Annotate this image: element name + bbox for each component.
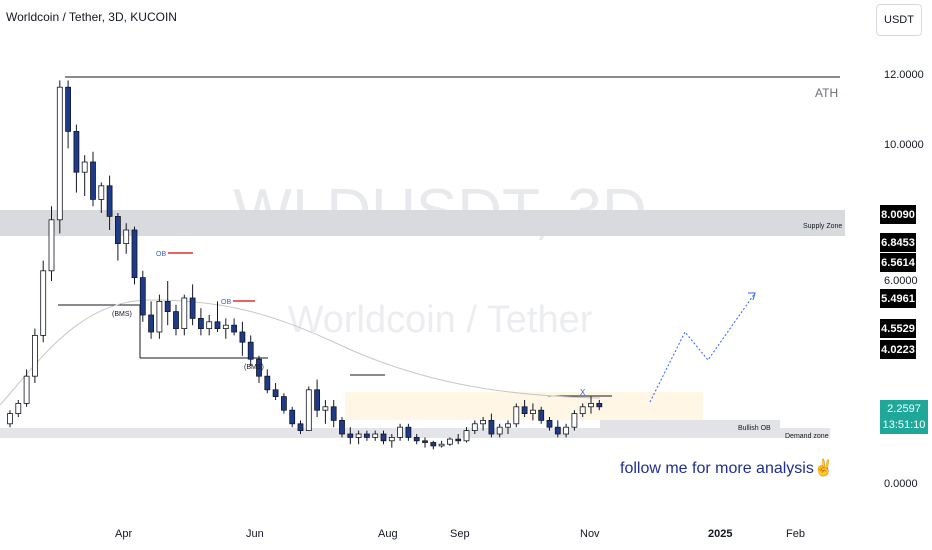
- demand-zone-label: Demand zone: [785, 433, 829, 440]
- bear-candle: [256, 358, 262, 377]
- bull-candle: [588, 402, 594, 408]
- currency-button[interactable]: USDT: [876, 4, 922, 36]
- bull-candle: [15, 402, 22, 414]
- bull-candle: [123, 229, 130, 245]
- bull-candle: [322, 406, 329, 411]
- bull-candle: [98, 185, 105, 200]
- projection-arrow-icon: [748, 292, 756, 301]
- bear-candle: [189, 297, 196, 319]
- bms-label-2: (BMS): [244, 364, 264, 371]
- bear-candle: [139, 277, 146, 316]
- bear-candle: [488, 419, 495, 435]
- bull-candle: [32, 334, 38, 377]
- bull-candle: [305, 389, 312, 431]
- bear-candle: [363, 433, 370, 438]
- bear-candle: [413, 436, 420, 442]
- follow-text: follow me for more analysis: [620, 460, 814, 477]
- projection-path: [649, 292, 756, 403]
- bear-candle: [380, 433, 387, 442]
- bear-candle: [197, 317, 204, 329]
- ob-label-2: OB: [221, 299, 231, 306]
- bear-candle: [596, 402, 603, 408]
- bull-candle: [56, 86, 63, 221]
- bear-candle: [247, 341, 254, 360]
- bms-label-1: (BMS): [112, 311, 132, 318]
- victory-hand-icon: ✌: [813, 460, 834, 477]
- bear-candle: [546, 419, 553, 428]
- bear-candle: [430, 442, 437, 447]
- bear-candle: [538, 409, 545, 421]
- bull-candle: [372, 433, 379, 438]
- follow-message: follow me for more analysis✌: [620, 458, 834, 478]
- supply-zone: [0, 210, 845, 236]
- bull-candle: [513, 406, 520, 425]
- bear-candle: [164, 300, 171, 312]
- bear-candle: [521, 406, 528, 414]
- bull-candle: [7, 413, 13, 425]
- bull-candle: [438, 443, 445, 447]
- bear-candle: [239, 331, 246, 343]
- bear-candle: [106, 185, 113, 217]
- bull-candle: [206, 321, 213, 329]
- bull-candle: [156, 300, 163, 333]
- bull-candle: [496, 426, 503, 435]
- demand-zone: [0, 428, 830, 438]
- symbol-title: Worldcoin / Tether, 3D, KUCOIN: [6, 10, 177, 24]
- bear-candle: [339, 419, 345, 435]
- highlight-zone: [345, 392, 703, 420]
- bull-candle: [355, 433, 362, 438]
- bear-candle: [73, 130, 80, 173]
- bear-candle: [455, 438, 462, 442]
- bear-candle: [314, 389, 321, 411]
- bear-candle: [422, 440, 428, 443]
- bull-candle: [181, 297, 188, 330]
- bull-candle: [81, 161, 88, 173]
- bear-candle: [148, 314, 155, 333]
- ob-label-1: OB: [156, 251, 166, 258]
- moving-average-line: [0, 299, 601, 406]
- bear-candle: [554, 426, 561, 435]
- bull-candle: [563, 426, 569, 435]
- bullish-ob-zone: [600, 420, 780, 433]
- bear-candle: [231, 324, 238, 333]
- bear-candle: [115, 215, 121, 244]
- bear-candle: [65, 86, 71, 132]
- bear-candle: [214, 321, 221, 329]
- bull-candle: [23, 375, 30, 404]
- bull-candle: [222, 324, 229, 330]
- bull-candle: [579, 406, 586, 414]
- bull-candle: [397, 426, 404, 438]
- bear-candle: [405, 426, 412, 438]
- bull-candle: [505, 423, 511, 428]
- bull-candle: [463, 430, 470, 442]
- bull-candle: [40, 270, 47, 336]
- bear-candle: [330, 406, 337, 421]
- bullish-ob-label: Bullish OB: [738, 425, 771, 432]
- bull-candle: [48, 219, 55, 272]
- bull-candle: [571, 413, 578, 428]
- bull-candle: [471, 423, 478, 431]
- bear-candle: [131, 229, 138, 278]
- bear-candle: [347, 433, 354, 438]
- ath-label: ATH: [815, 86, 838, 100]
- bear-candle: [280, 396, 287, 411]
- bear-candle: [264, 375, 271, 391]
- x-mark: X: [580, 388, 586, 397]
- bull-candle: [388, 436, 395, 442]
- bear-candle: [90, 161, 96, 200]
- supply-zone-label: Supply Zone: [803, 223, 842, 230]
- bear-candle: [173, 311, 179, 330]
- watermark-name: Worldcoin / Tether: [288, 299, 593, 341]
- bear-candle: [289, 409, 296, 425]
- bull-candle: [446, 438, 453, 445]
- bear-candle: [297, 423, 304, 431]
- bear-candle: [272, 389, 279, 397]
- bull-candle: [480, 419, 487, 425]
- bull-candle: [530, 409, 536, 415]
